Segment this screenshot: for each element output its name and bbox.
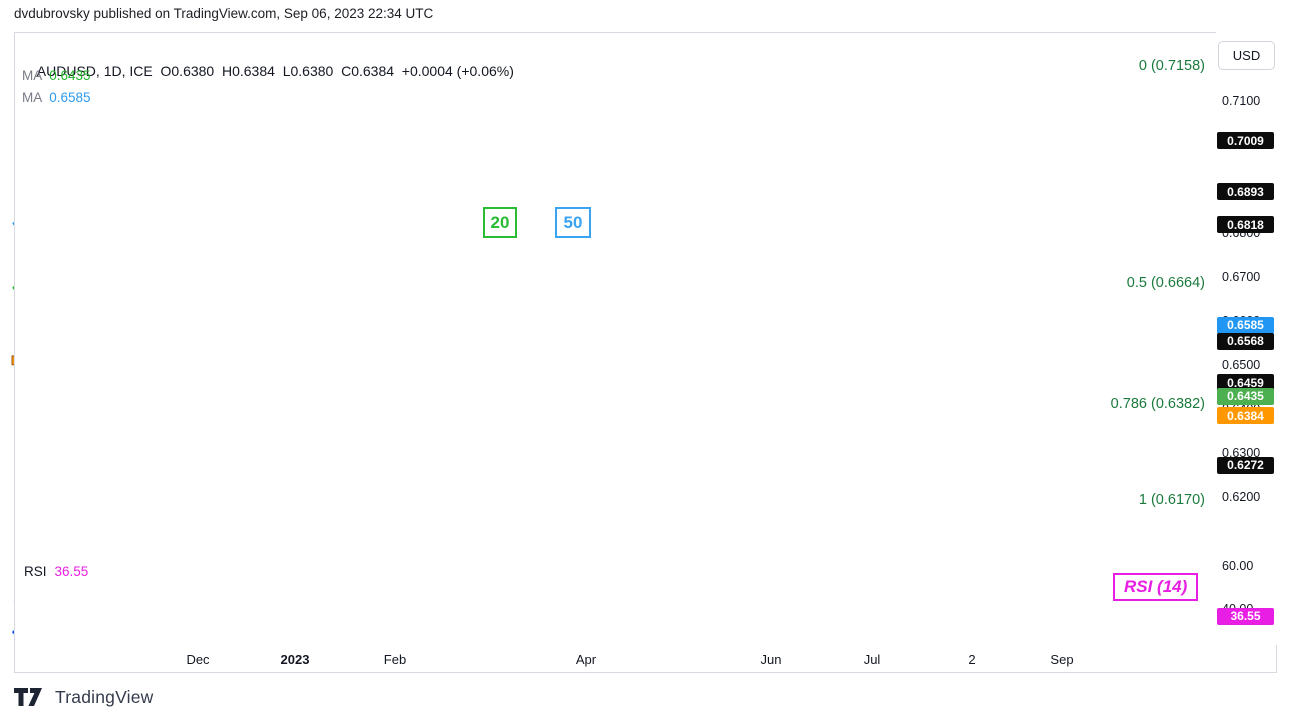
time-label-jun: Jun <box>760 652 782 667</box>
price-badge: 0.6435 <box>1217 387 1274 405</box>
symbol-title: AUDUSD, 1D, ICE <box>36 63 153 79</box>
rsi-value: 36.55 <box>54 564 89 579</box>
rsi-tick: 60.00 <box>1222 559 1254 574</box>
price-tick: 0.6700 <box>1222 269 1261 284</box>
attribution-text: dvdubrovsky published on TradingView.com… <box>14 6 434 21</box>
ohlc-values: O0.6380 H0.6384 L0.6380 C0.6384 +0.0004 … <box>160 63 514 79</box>
fib-level-label: 1 (0.6170) <box>1138 492 1205 508</box>
ma50-value: 0.6585 <box>49 90 91 105</box>
ma50-legend-row: MA 0.6585 <box>22 90 91 105</box>
time-label-dec: Dec <box>186 652 210 667</box>
rsi-value-badge: 36.55 <box>1217 607 1274 625</box>
price-tick: 0.6300 <box>1222 445 1261 460</box>
price-tick: 0.6500 <box>1222 357 1261 372</box>
ma20-callout[interactable]: 20 <box>483 207 517 238</box>
tradingview-logo[interactable]: TradingView <box>14 687 154 708</box>
price-badge: 0.6585 <box>1217 316 1274 334</box>
price-badge: 0.6818 <box>1217 216 1274 234</box>
time-label-2: 2 <box>968 652 976 667</box>
price-badge: 0.6272 <box>1217 456 1274 474</box>
fib-level-label: 0.786 (0.6382) <box>1110 396 1205 412</box>
time-label-feb: Feb <box>383 652 407 667</box>
price-badge: 0.7009 <box>1217 132 1274 150</box>
time-axis[interactable]: Dec 2023 Feb Apr Jun Jul 2 Sep <box>14 646 1277 673</box>
rsi-period-callout[interactable]: RSI (14) <box>1113 573 1199 601</box>
price-axis[interactable]: 0.71000.70000.69000.68000.67000.66000.65… <box>1216 32 1278 645</box>
ma20-legend-row: MA 0.6435 <box>22 68 91 83</box>
rsi-legend: RSI 36.55 <box>24 564 88 579</box>
price-badge: 0.6384 <box>1217 407 1274 425</box>
time-label-sep: Sep <box>1050 652 1074 667</box>
price-tick: 0.7100 <box>1222 93 1261 108</box>
ma-label: MA <box>22 68 43 83</box>
currency-toggle-button[interactable]: USD <box>1218 41 1275 70</box>
rsi-label: RSI <box>24 564 47 579</box>
ma50-callout[interactable]: 50 <box>555 207 591 238</box>
tradingview-wordmark: TradingView <box>55 687 154 707</box>
time-label-jul: Jul <box>863 652 881 667</box>
time-label-2023: 2023 <box>280 652 310 667</box>
price-badge: 0.6893 <box>1217 183 1274 201</box>
fib-level-label: 0.5 (0.6664) <box>1126 275 1205 291</box>
ma-label: MA <box>22 90 43 105</box>
price-badge: 0.6568 <box>1217 332 1274 350</box>
ma20-value: 0.6435 <box>49 68 91 83</box>
price-badge: 0.6459 <box>1217 374 1274 392</box>
chart-frame <box>14 32 1277 673</box>
tradingview-logo-icon <box>14 688 42 706</box>
symbol-legend: AUDUSD, 1D, ICE O0.6380 H0.6384 L0.6380 … <box>22 47 514 95</box>
time-label-apr: Apr <box>575 652 597 667</box>
fib-level-label: 0 (0.7158) <box>1138 58 1205 74</box>
price-tick: 0.6200 <box>1222 489 1261 504</box>
